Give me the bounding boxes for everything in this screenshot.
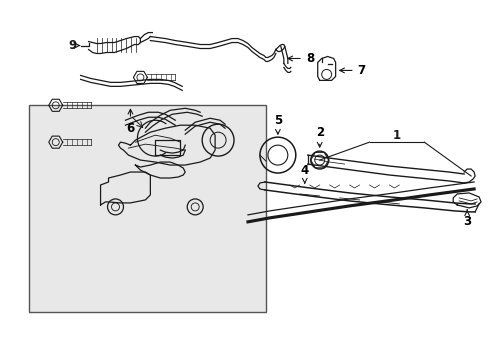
Text: 7: 7 [339,64,365,77]
Text: 4: 4 [300,163,308,183]
Text: 5: 5 [273,114,282,134]
Text: 8: 8 [287,52,313,65]
Text: 3: 3 [462,210,470,228]
Text: 6: 6 [126,109,134,135]
Bar [29,105,265,312]
Text: 2: 2 [315,126,323,147]
Text: 9: 9 [68,39,77,52]
Text: 1: 1 [391,129,400,142]
